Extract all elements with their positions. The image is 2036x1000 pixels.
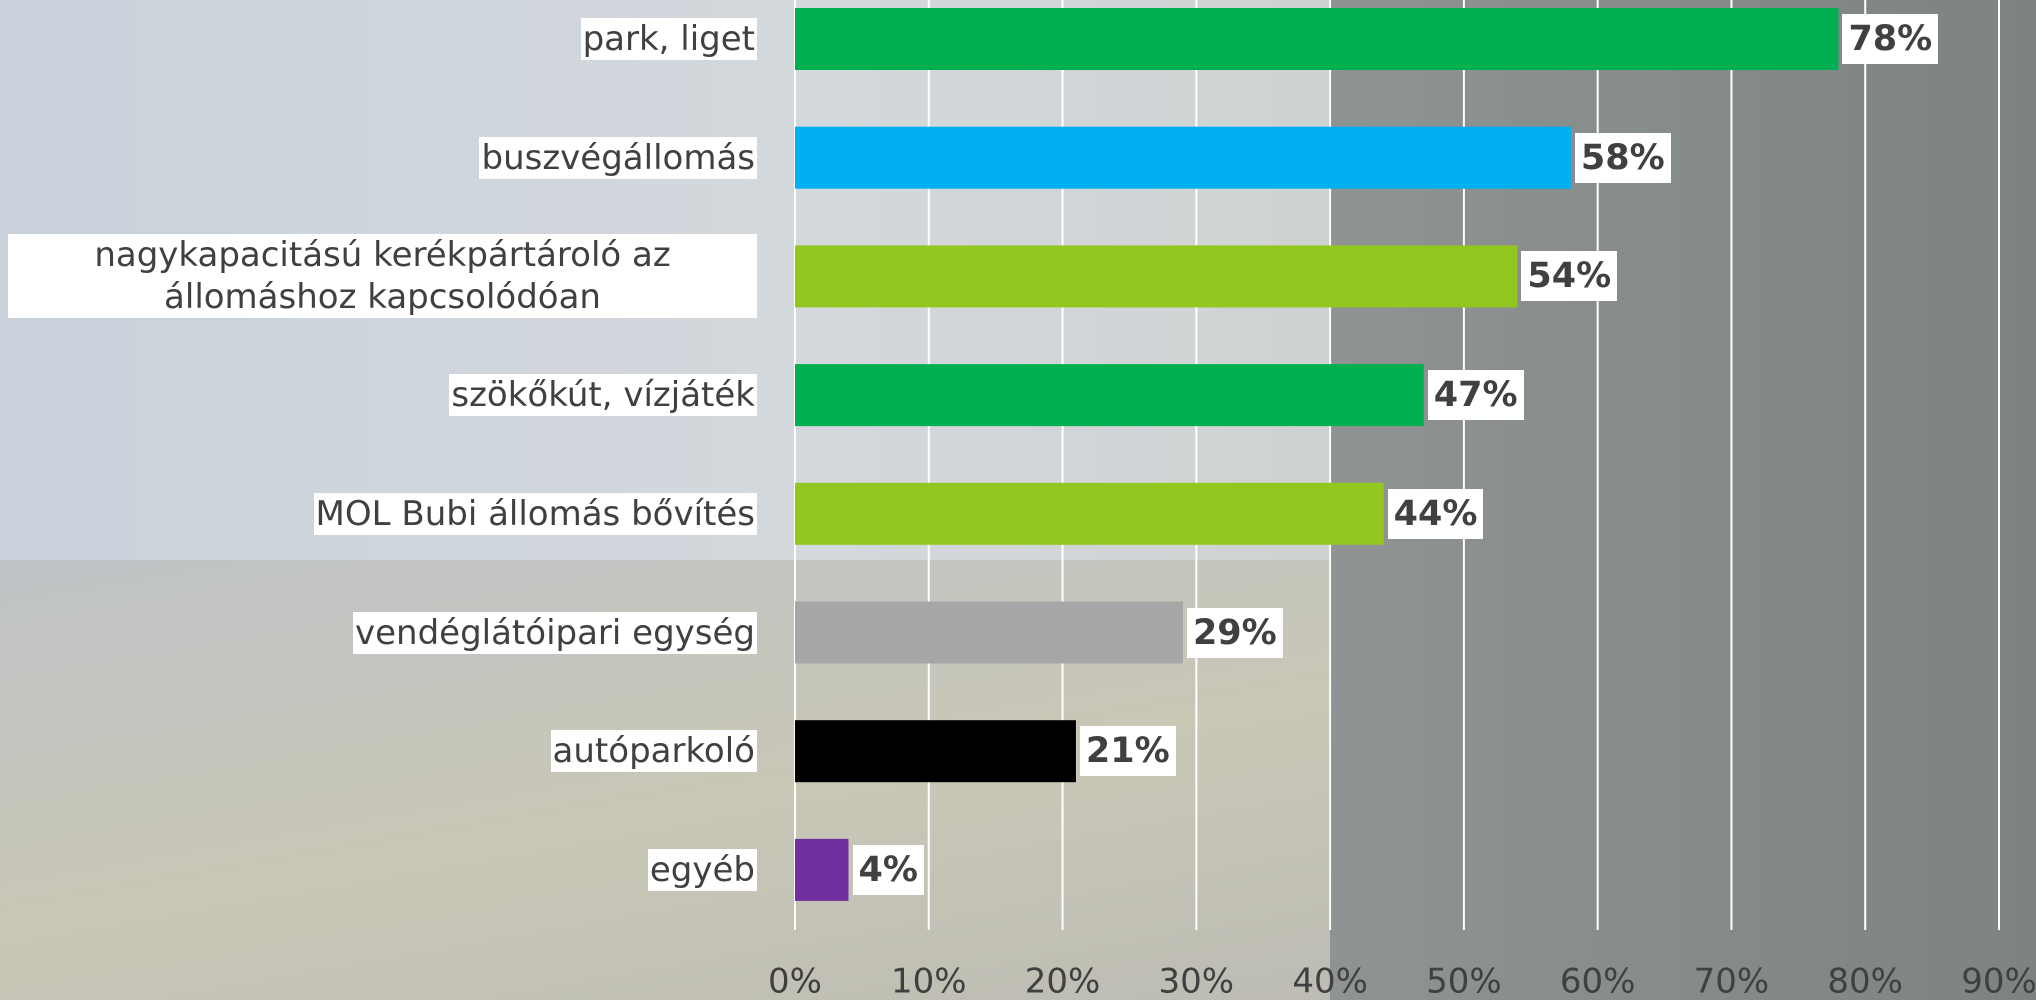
category-label: nagykapacitású kerékpártároló az állomás… [8,234,757,318]
x-tick-label: 10% [891,962,967,1000]
category-label: park, liget [581,18,757,60]
bar [795,127,1571,189]
x-tick-label: 70% [1694,962,1770,1000]
bar [795,602,1183,664]
x-tick-label: 40% [1292,962,1368,1000]
x-tick-label: 30% [1159,962,1235,1000]
value-label: 44% [1388,489,1484,539]
value-label: 78% [1842,14,1938,64]
value-label: 54% [1521,251,1617,301]
x-tick-label: 90% [1961,962,2036,1000]
x-tick-label: 0% [768,962,822,1000]
bar [795,245,1517,307]
category-label: autóparkoló [551,730,757,772]
category-label: vendéglátóipari egység [353,612,757,654]
category-label: egyéb [648,849,757,891]
value-label: 58% [1575,133,1671,183]
category-label: szökőkút, vízjáték [449,374,757,416]
value-label: 21% [1080,726,1176,776]
x-tick-label: 80% [1827,962,1903,1000]
value-label: 47% [1428,370,1524,420]
value-label: 29% [1187,608,1283,658]
x-tick-label: 20% [1025,962,1101,1000]
bar [795,720,1076,782]
category-label: buszvégállomás [479,137,757,179]
bar [795,483,1384,545]
chart: 0% 10% 20% 30% 40% 50% 60% 70% 80% 90% [0,0,2036,1000]
page: 0%10%20%30%40%50%60%70%80%90% (() => { c… [0,0,2036,1000]
bar [795,839,849,901]
category-label: MOL Bubi állomás bővítés [314,493,757,535]
bar [795,8,1838,70]
value-label: 4% [853,845,924,895]
x-tick-label: 60% [1560,962,1636,1000]
x-tick-label: 50% [1426,962,1502,1000]
bar [795,364,1424,426]
